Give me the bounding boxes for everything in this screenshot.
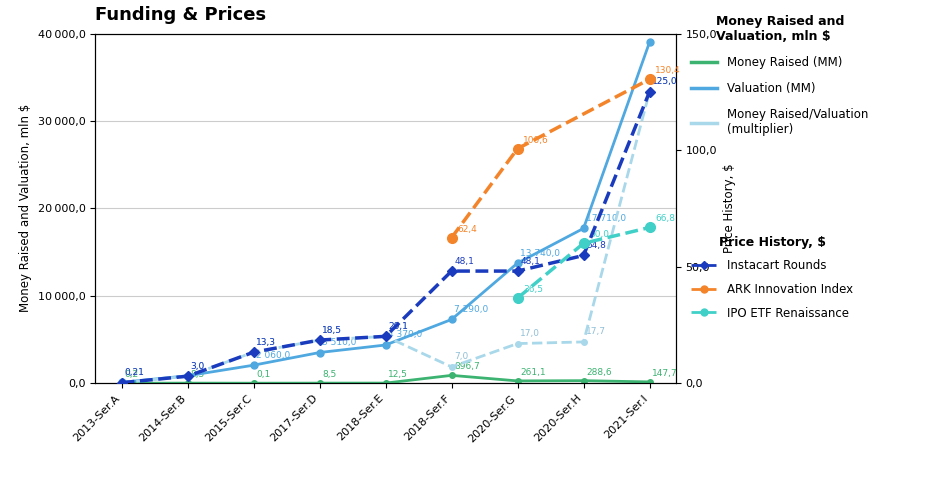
Text: 100,6: 100,6 [523, 136, 549, 145]
Text: 3 510,0: 3 510,0 [323, 338, 357, 347]
Text: 36,5: 36,5 [523, 285, 543, 294]
Y-axis label: Price History, $: Price History, $ [723, 163, 736, 253]
Text: 3,0: 3,0 [190, 362, 205, 371]
Text: 20,1: 20,1 [388, 322, 408, 331]
Text: 18,5: 18,5 [323, 326, 343, 334]
Legend: Money Raised (MM), Valuation (MM), Money Raised/Valuation
(multiplier): Money Raised (MM), Valuation (MM), Money… [686, 11, 873, 141]
Y-axis label: Money Raised and Valuation, mln $: Money Raised and Valuation, mln $ [19, 104, 32, 312]
Text: 125,0: 125,0 [652, 77, 678, 86]
Text: 20,1: 20,1 [388, 322, 408, 331]
Text: 0,2: 0,2 [125, 370, 138, 379]
Text: 8,5: 8,5 [323, 370, 337, 379]
Text: 2 060,0: 2 060,0 [256, 351, 290, 360]
Text: 54,8: 54,8 [586, 241, 606, 250]
Text: 66,8: 66,8 [655, 214, 675, 223]
Text: 13 740,0: 13 740,0 [521, 249, 561, 258]
Text: 147,7: 147,7 [652, 369, 678, 378]
Text: 18,5: 18,5 [323, 326, 343, 334]
Text: Funding & Prices: Funding & Prices [95, 6, 267, 23]
Text: 13,3: 13,3 [256, 338, 276, 347]
Text: 13,3: 13,3 [256, 338, 276, 347]
Legend: Instacart Rounds, ARK Innovation Index, IPO ETF Renaissance: Instacart Rounds, ARK Innovation Index, … [686, 231, 858, 324]
Text: 0,21: 0,21 [125, 368, 145, 377]
Text: 17,7: 17,7 [586, 327, 606, 336]
Text: 60,0: 60,0 [589, 230, 609, 239]
Text: 12,5: 12,5 [388, 370, 408, 379]
Text: 7 290,0: 7 290,0 [454, 305, 488, 314]
Text: 261,1: 261,1 [521, 368, 545, 377]
Text: 7,0: 7,0 [454, 353, 468, 361]
Text: 17,0: 17,0 [521, 329, 541, 338]
Text: 3,0: 3,0 [190, 362, 205, 371]
Text: 288,6: 288,6 [586, 367, 612, 376]
Text: 17 710,0: 17 710,0 [586, 214, 626, 223]
Text: 8,5: 8,5 [190, 370, 205, 379]
Text: 0,1: 0,1 [256, 370, 270, 379]
Text: 48,1: 48,1 [454, 257, 474, 265]
Text: 896,7: 896,7 [454, 362, 480, 371]
Text: 130,4: 130,4 [655, 66, 681, 75]
Text: 0,21: 0,21 [125, 368, 145, 377]
Text: 4 370,0: 4 370,0 [388, 331, 423, 340]
Text: 62,4: 62,4 [457, 225, 477, 234]
Text: 125,0: 125,0 [652, 77, 678, 86]
Text: 48,1: 48,1 [521, 257, 540, 265]
